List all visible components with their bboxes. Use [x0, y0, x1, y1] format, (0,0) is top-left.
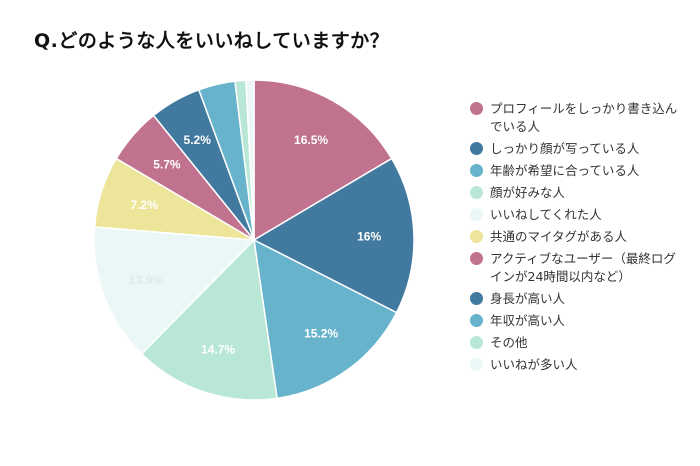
legend-item: 共通のマイタグがある人	[470, 228, 680, 246]
legend-label: 共通のマイタグがある人	[490, 229, 628, 244]
pie-slice	[252, 157, 415, 314]
legend-label: 年齢が希望に合っている人	[490, 163, 640, 178]
slice-label: 15.2%	[304, 327, 338, 341]
chart-title: Q.どのような人をいいねしていますか？	[34, 30, 390, 52]
legend-item: いいねが多い人	[470, 356, 680, 374]
slice-label: 5.2%	[184, 133, 212, 147]
pie-slice	[253, 238, 398, 400]
legend-label: その他	[490, 335, 528, 350]
slice-label: 14.7%	[201, 342, 235, 356]
legend-label: 身長が高い人	[490, 291, 566, 306]
legend-swatch	[470, 292, 483, 305]
pie-slice	[253, 79, 393, 242]
legend-label: いいねが多い人	[490, 357, 578, 372]
legend-swatch	[470, 142, 483, 155]
pie-slice	[245, 79, 255, 241]
legend-swatch	[470, 230, 483, 243]
legend-label: いいねしてくれた人	[490, 207, 602, 222]
legend-label: プロフィールをしっかり書き込んでいる人	[490, 101, 678, 134]
slice-label: 16%	[357, 229, 381, 243]
legend-item: 年収が高い人	[470, 312, 680, 330]
legend-item: プロフィールをしっかり書き込んでいる人	[470, 100, 680, 136]
slice-label: 16.5%	[294, 133, 328, 147]
legend-label: アクティブなユーザー（最終ログインが24時間以内など）	[490, 251, 676, 284]
legend-swatch	[470, 208, 483, 221]
legend-swatch	[470, 314, 483, 327]
slice-label: 5.7%	[153, 158, 181, 172]
legend-item: 年齢が希望に合っている人	[470, 162, 680, 180]
legend-swatch	[470, 164, 483, 177]
legend-swatch	[470, 186, 483, 199]
pie-slice	[93, 226, 256, 355]
legend-label: 顔が好みな人	[490, 185, 566, 200]
legend-swatch	[470, 252, 483, 265]
legend-swatch	[470, 358, 483, 371]
legend-label: 年収が高い人	[490, 313, 566, 328]
legend-swatch	[470, 336, 483, 349]
legend: プロフィールをしっかり書き込んでいる人しっかり顔が写っている人 年齢が希望に合って…	[470, 100, 680, 378]
legend-swatch	[470, 102, 483, 115]
pie-slice	[140, 238, 278, 401]
legend-item: いいねしてくれた人	[470, 206, 680, 224]
legend-item: アクティブなユーザー（最終ログインが24時間以内など）	[470, 250, 680, 286]
legend-item: 身長が高い人	[470, 290, 680, 308]
legend-item: その他	[470, 334, 680, 352]
legend-item: 顔が好みな人	[470, 184, 680, 202]
legend-item: しっかり顔が写っている人	[470, 140, 680, 158]
slice-label: 7.2%	[131, 198, 159, 212]
slice-label: 13.9%	[129, 273, 163, 287]
legend-label: しっかり顔が写っている人	[490, 141, 640, 156]
